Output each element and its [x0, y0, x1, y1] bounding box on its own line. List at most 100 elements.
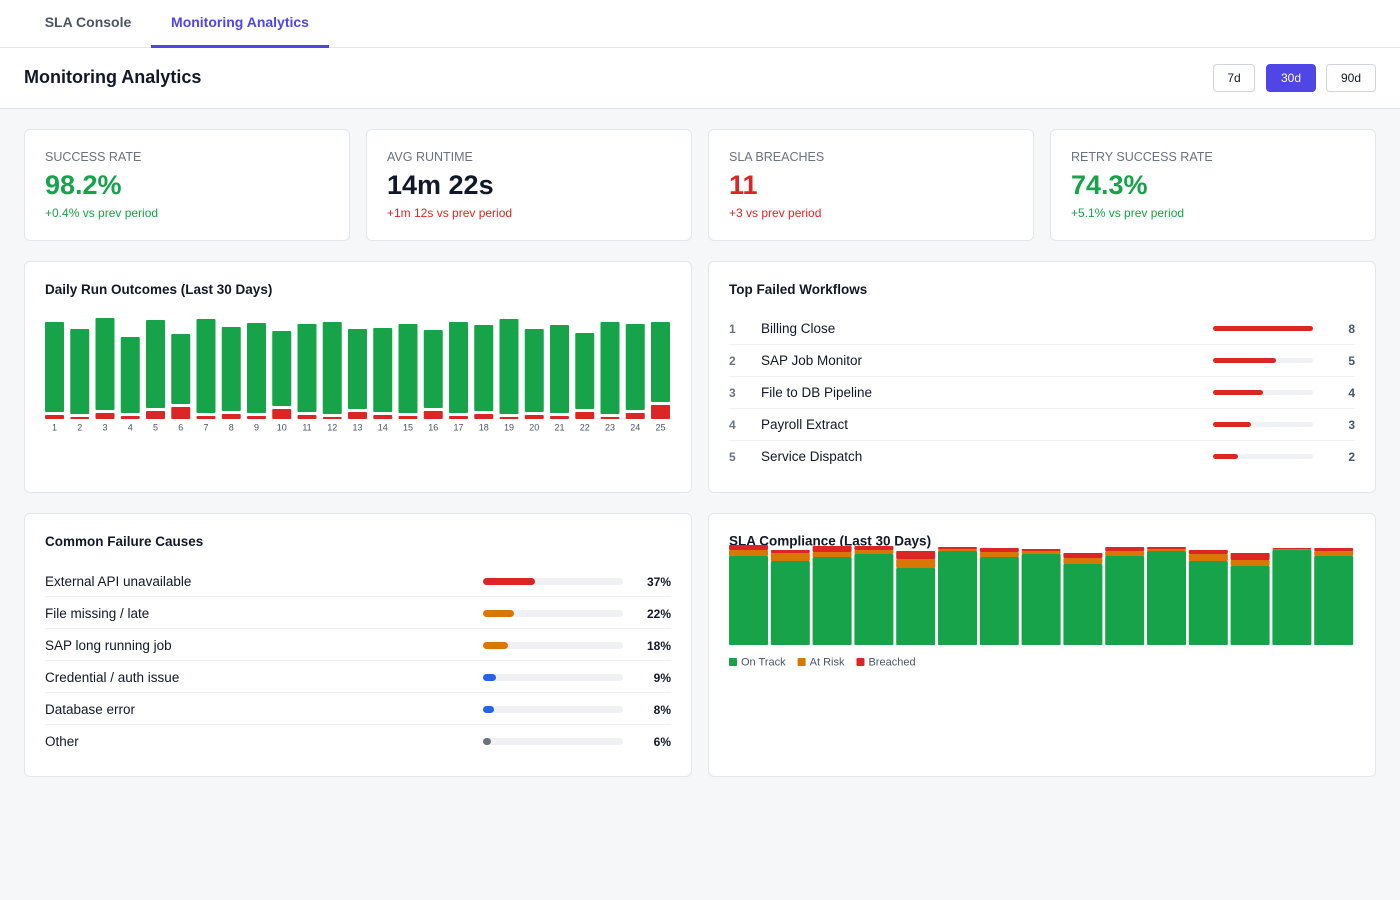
x-tick-label: 14	[378, 422, 388, 432]
bar-segment	[1188, 561, 1228, 645]
bar-segment	[70, 417, 90, 419]
kpi-value: 11	[729, 170, 758, 200]
bar	[1213, 454, 1238, 459]
bar-segment	[854, 554, 894, 645]
cause-name: Database error	[45, 702, 136, 717]
bar-segment	[1272, 550, 1312, 645]
bar-segment	[45, 415, 64, 419]
bar-segment	[247, 323, 266, 413]
sla-compliance-panel: SLA Compliance (Last 30 Days) On Track At …	[708, 513, 1376, 777]
bar-segment	[600, 417, 620, 419]
bar-segment	[1314, 551, 1354, 556]
kpi-card: RETRY SUCCESS RATE 74.3% +5.1% vs prev per…	[1050, 129, 1376, 241]
bar-segment	[979, 557, 1019, 645]
bar-segment	[196, 416, 216, 419]
kpi-delta: +5.1% vs prev period	[1071, 206, 1185, 220]
bar-segment	[524, 329, 544, 412]
count: 4	[1348, 386, 1355, 400]
bar-segment	[729, 556, 768, 645]
bar-segment	[812, 557, 852, 645]
row-divider	[45, 660, 671, 661]
bar-segment	[373, 328, 393, 412]
bar-segment	[221, 327, 241, 411]
cause-name: SAP long running job	[45, 638, 172, 653]
cause-percent: 37%	[646, 575, 671, 589]
bar-segment	[651, 322, 670, 402]
row-divider	[729, 344, 1355, 345]
x-tick-label: 21	[554, 422, 564, 432]
legend-swatch	[729, 658, 737, 666]
bar-segment	[1147, 551, 1186, 645]
x-tick-label: 16	[428, 422, 438, 432]
x-tick-label: 22	[580, 422, 590, 432]
bar-segment	[600, 322, 620, 414]
bar-segment	[398, 416, 418, 419]
bar-segment	[625, 413, 645, 419]
bar-track	[1213, 390, 1313, 395]
workflow-name: File to DB Pipeline	[761, 385, 873, 400]
legend-swatch	[797, 658, 806, 666]
cause-name: Credential / auth issue	[45, 670, 180, 685]
bar-segment	[1063, 558, 1103, 564]
kpi-label: SLA BREACHES	[729, 150, 825, 164]
bar-segment	[1147, 549, 1186, 551]
bar-track	[483, 642, 623, 649]
bar-segment	[979, 548, 1019, 552]
bar-segment	[524, 415, 544, 419]
sla-compliance-chart: SLA Compliance (Last 30 Days) On Track At …	[729, 534, 1354, 668]
cause-percent: 8%	[653, 703, 671, 717]
count: 8	[1348, 322, 1355, 336]
range-button[interactable]: 30d	[1266, 64, 1316, 92]
bar-segment	[348, 329, 367, 409]
bar-segment	[1314, 556, 1354, 645]
bar-track	[1213, 454, 1313, 459]
row-divider	[45, 692, 671, 693]
bar-segment	[1105, 556, 1145, 645]
bar-track	[483, 738, 623, 745]
bar-segment	[1188, 550, 1228, 554]
bar-segment	[812, 552, 852, 557]
bar-segment	[272, 409, 292, 419]
range-button[interactable]: 7d	[1213, 64, 1255, 92]
bar-segment	[171, 334, 191, 404]
kpi-card: SUCCESS RATE 98.2% +0.4% vs prev period	[24, 129, 350, 241]
tab[interactable]: SLA Console	[44, 14, 132, 30]
bar-segment	[95, 413, 115, 419]
cause-name: External API unavailable	[45, 574, 192, 589]
bar-segment	[938, 547, 977, 549]
bar-segment	[297, 415, 317, 419]
bar-segment	[423, 330, 443, 408]
x-tick-label: 18	[479, 422, 489, 432]
bar-segment	[1105, 551, 1145, 556]
count: 3	[1348, 418, 1355, 432]
daily-outcomes-panel: Daily Run Outcomes (Last 30 Days) 1 2 3 4 5 6 7…	[24, 261, 692, 493]
kpi-label: AVG RUNTIME	[387, 150, 473, 164]
panel-title: Top Failed Workflows	[729, 282, 868, 297]
kpi-label: SUCCESS RATE	[45, 150, 142, 164]
row-divider	[729, 376, 1355, 377]
bar-segment	[474, 414, 494, 419]
kpi-value: 14m 22s	[387, 170, 494, 200]
bar-segment	[398, 324, 418, 413]
x-tick-label: 10	[277, 422, 287, 432]
rank: 4	[729, 418, 736, 432]
bar	[1213, 390, 1263, 395]
bar-segment	[770, 550, 810, 553]
bar-segment	[70, 329, 90, 414]
bar-segment	[196, 319, 216, 413]
cause-percent: 9%	[653, 671, 671, 685]
range-button[interactable]: 90d	[1326, 64, 1376, 92]
bar-segment	[938, 551, 977, 645]
bar-segment	[896, 551, 936, 559]
row-divider	[45, 596, 671, 597]
bar-segment	[95, 318, 115, 410]
bar-segment	[896, 568, 936, 645]
header-bar	[0, 48, 1400, 109]
bar-segment	[423, 411, 443, 419]
daily-outcomes-chart: 1 2 3 4 5 6 7 8 9 10 11 12 13 14 15 16 17 18 19 20 21 22 23 24 2…	[45, 318, 670, 432]
tab[interactable]: Monitoring Analytics	[151, 0, 329, 48]
workflow-name: Payroll Extract	[761, 417, 849, 432]
bar-segment	[1272, 548, 1312, 549]
legend-label: At Risk	[810, 656, 845, 668]
cause-name: Other	[45, 734, 79, 749]
